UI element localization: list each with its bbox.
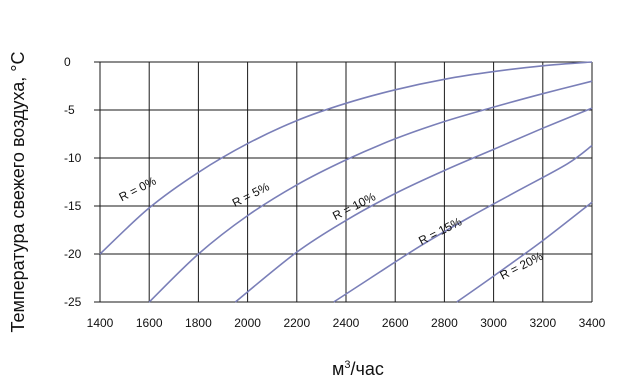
curve-line — [99, 61, 593, 255]
y-tick-label: -15 — [64, 199, 82, 213]
x-axis-title-sup: 3 — [344, 359, 350, 371]
y-tick-label: -20 — [64, 247, 82, 261]
y-tick-labels: 0 -5 -10 -15 -20 -25 — [64, 55, 82, 309]
x-tick-label: 3200 — [529, 316, 556, 330]
x-tick-label: 3400 — [579, 316, 606, 330]
y-tick-label: -25 — [64, 295, 82, 309]
curve-line — [456, 201, 593, 303]
y-tick-label: -10 — [64, 151, 82, 165]
x-axis-title-tail: /час — [351, 359, 384, 379]
x-tick-label: 2000 — [234, 316, 261, 330]
x-tick-label: 2400 — [333, 316, 360, 330]
x-tick-label: 2200 — [283, 316, 310, 330]
curve-label: R = 5% — [230, 179, 272, 210]
x-tick-label: 1400 — [87, 316, 114, 330]
x-tick-label: 3000 — [480, 316, 507, 330]
x-tick-labels: 1400 1600 1800 2000 2200 2400 2600 2800 3000 3200… — [87, 316, 606, 330]
curve-label: R = 0% — [117, 174, 159, 205]
x-tick-label: 2600 — [382, 316, 409, 330]
x-axis-title-base: м — [332, 359, 344, 379]
curves — [99, 61, 593, 303]
x-tick-label: 1800 — [185, 316, 212, 330]
curve-line — [234, 107, 593, 303]
grid — [94, 61, 593, 303]
y-tick-label: -5 — [64, 103, 75, 117]
x-tick-label: 1600 — [136, 316, 163, 330]
y-axis-title: Температура свежего воздуха, °С — [8, 52, 28, 333]
curve-label: R = 15% — [416, 214, 464, 248]
curve-line — [148, 80, 593, 303]
x-tick-label: 2800 — [431, 316, 458, 330]
y-tick-label: 0 — [64, 55, 71, 69]
curve-labels: R = 0% R = 5% R = 10%R = 15%R = 20% — [117, 174, 546, 283]
curve-line — [333, 144, 593, 303]
x-axis-title: м3/час — [332, 359, 384, 379]
